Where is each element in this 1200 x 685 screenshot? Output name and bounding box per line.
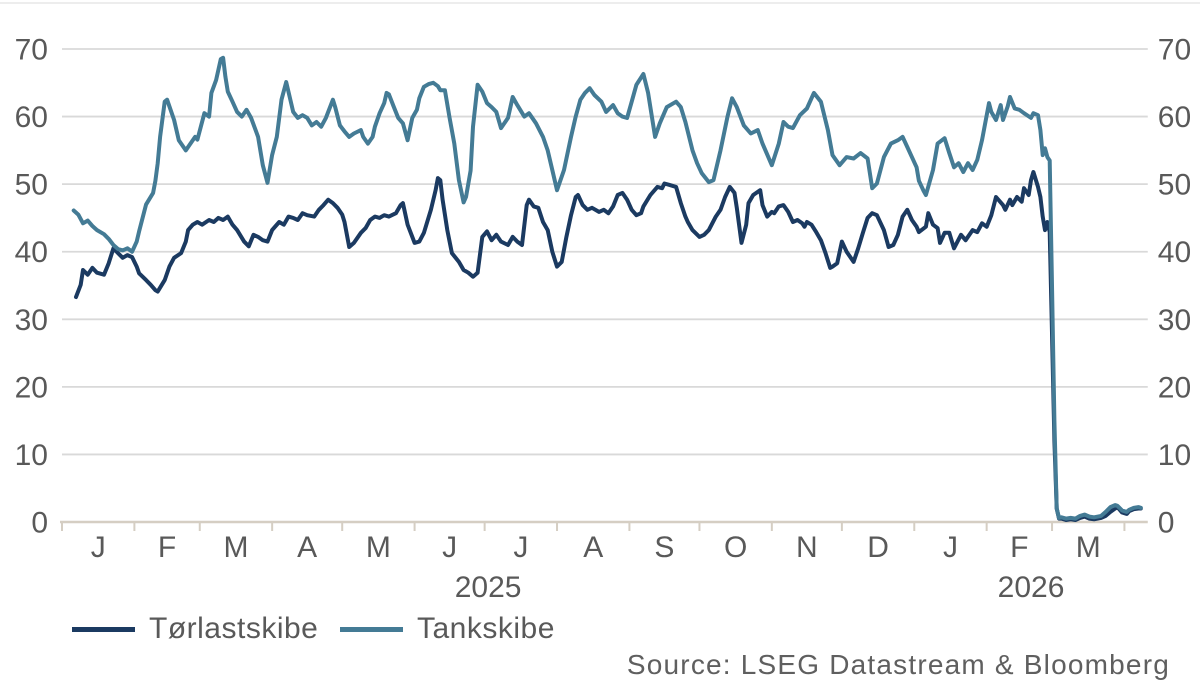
month-label: J — [91, 531, 106, 564]
y-axis-label-right: 50 — [1158, 169, 1191, 202]
legend: Tørlastskibe Tankskibe — [0, 609, 1200, 649]
tankskibe-line-swatch — [340, 626, 403, 632]
year-label: 2026 — [998, 571, 1065, 604]
y-axis-label-right: 10 — [1158, 439, 1191, 472]
source-credit: Source: LSEG Datastream & Bloomberg — [626, 649, 1170, 680]
y-axis-label-left: 0 — [31, 507, 48, 540]
y-axis-label-right: 0 — [1158, 507, 1175, 540]
legend-label-torlastskibe: Tørlastskibe — [149, 612, 319, 645]
y-axis-label-left: 20 — [15, 371, 48, 404]
legend-label-tankskibe: Tankskibe — [417, 612, 555, 645]
y-axis-label-right: 40 — [1158, 236, 1191, 269]
month-label: J — [943, 531, 958, 564]
month-label: A — [583, 531, 603, 564]
y-axis-label-right: 70 — [1158, 34, 1191, 67]
year-label: 2025 — [455, 571, 522, 604]
top-border-line — [0, 2, 1200, 4]
y-axis-label-right: 30 — [1158, 304, 1191, 337]
y-axis-label-right: 60 — [1158, 101, 1191, 134]
month-label: F — [158, 531, 176, 564]
month-label: A — [297, 531, 317, 564]
month-label: M — [223, 531, 248, 564]
month-label: F — [1010, 531, 1028, 564]
month-label: S — [654, 531, 674, 564]
series-line-tankskibe — [71, 55, 1143, 521]
y-axis-label-left: 60 — [15, 101, 48, 134]
y-axis-label-right: 20 — [1158, 371, 1191, 404]
month-label: N — [796, 531, 818, 564]
series-line-torlastskibe — [74, 170, 1143, 522]
legend-item-tankskibe: Tankskibe — [340, 609, 555, 649]
month-label: M — [1076, 531, 1101, 564]
month-label: J — [442, 531, 457, 564]
y-axis-label-left: 70 — [15, 34, 48, 67]
y-axis-label-left: 40 — [15, 236, 48, 269]
month-label: O — [724, 531, 747, 564]
month-label: D — [867, 531, 889, 564]
y-axis-label-left: 50 — [15, 169, 48, 202]
month-label: J — [513, 531, 528, 564]
y-axis-label-left: 30 — [15, 304, 48, 337]
month-label: M — [366, 531, 391, 564]
torlastskibe-line-swatch — [72, 626, 135, 632]
legend-item-torlastskibe: Tørlastskibe — [72, 609, 318, 649]
y-axis-label-left: 10 — [15, 439, 48, 472]
